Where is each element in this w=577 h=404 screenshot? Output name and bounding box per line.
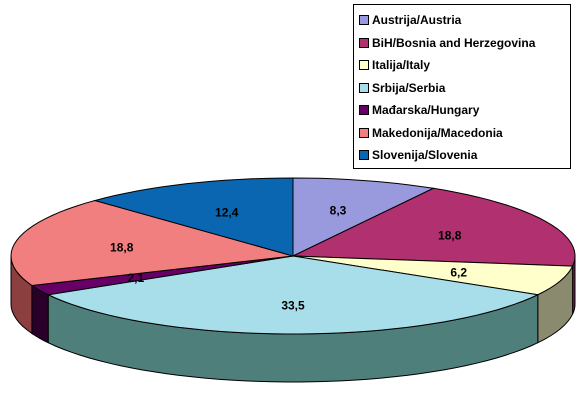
pie-slice — [292, 187, 576, 267]
legend-swatch — [359, 60, 369, 71]
legend-label: Italija/Italy — [372, 58, 431, 73]
legend: Austrija/Austria BiH/Bosnia and Herzegov… — [353, 4, 571, 169]
legend-label: Mađarska/Hungary — [372, 103, 480, 118]
legend-swatch — [359, 37, 369, 48]
data-label: 2,1 — [127, 271, 144, 285]
legend-swatch — [359, 127, 369, 138]
legend-item: Austrija/Austria — [359, 9, 570, 32]
legend-swatch — [359, 15, 369, 26]
data-label: 33,5 — [281, 298, 305, 312]
pie-side — [31, 284, 49, 344]
legend-label: BiH/Bosnia and Herzegovina — [372, 35, 536, 50]
data-label: 18,8 — [438, 229, 462, 243]
legend-label: Slovenija/Slovenia — [372, 148, 478, 163]
legend-label: Makedonija/Macedonia — [372, 125, 503, 140]
legend-item: Makedonija/Macedonia — [359, 122, 570, 145]
legend-item: Mađarska/Hungary — [359, 99, 570, 122]
data-label: 6,2 — [450, 265, 467, 279]
legend-item: Italija/Italy — [359, 54, 570, 77]
legend-swatch — [359, 82, 369, 93]
pie-slice — [292, 255, 574, 296]
pie-slice — [292, 177, 436, 257]
legend-swatch — [359, 150, 369, 161]
legend-label: Srbija/Serbia — [372, 80, 446, 95]
pie-slice — [93, 177, 294, 257]
legend-label: Austrija/Austria — [372, 13, 462, 28]
pie-slices — [10, 177, 576, 335]
legend-item: BiH/Bosnia and Herzegovina — [359, 32, 570, 55]
data-label: 18,8 — [110, 240, 134, 254]
legend-swatch — [359, 105, 369, 116]
legend-item: Srbija/Serbia — [359, 77, 570, 100]
data-label: 12,4 — [215, 205, 239, 219]
legend-item: Slovenija/Slovenia — [359, 144, 570, 167]
data-label: 8,3 — [330, 203, 347, 217]
data-labels: 8,3 18,8 6,2 33,5 2,1 18,8 12,4 — [110, 203, 467, 312]
pie-slice — [10, 199, 294, 287]
